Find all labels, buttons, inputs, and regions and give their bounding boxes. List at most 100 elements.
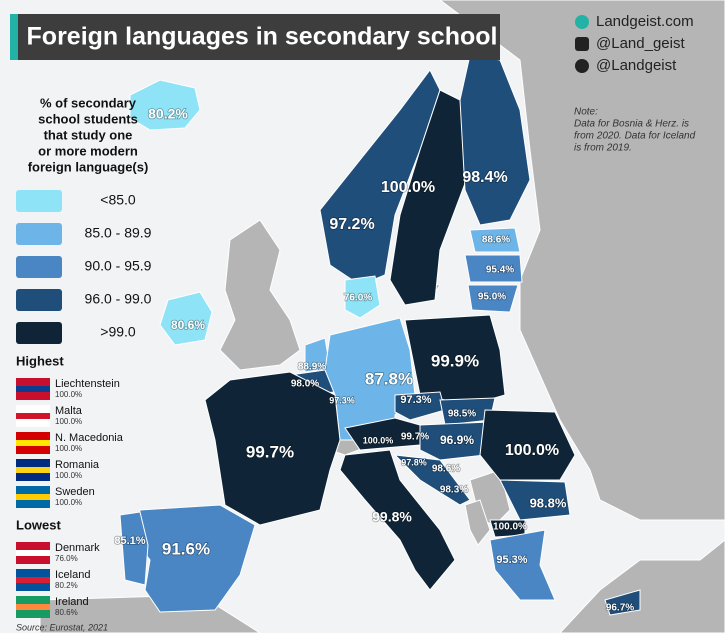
title-box xyxy=(10,14,500,60)
list-title: Lowest xyxy=(16,517,61,532)
bulgaria xyxy=(499,479,571,521)
list-value: 100.0% xyxy=(55,390,82,399)
flag-band xyxy=(16,467,50,473)
title-accent xyxy=(10,14,18,60)
estonia xyxy=(469,227,521,253)
region-value: 99.7% xyxy=(246,442,294,461)
region-value: 88.9% xyxy=(298,362,326,373)
romania xyxy=(479,409,576,481)
brand-tw: @Landgeist xyxy=(596,57,677,74)
sweden xyxy=(389,89,471,306)
denmark xyxy=(344,275,381,319)
legend-swatch xyxy=(16,223,62,245)
flag-band xyxy=(16,577,50,583)
brand-ig: @Land_geist xyxy=(596,35,685,52)
flag-band xyxy=(16,550,50,556)
region-value: 87.8% xyxy=(365,369,413,388)
finland xyxy=(459,54,531,226)
list-name: Malta xyxy=(55,405,83,417)
region-value: 85.1% xyxy=(114,535,145,547)
portugal xyxy=(119,511,149,586)
region-value: 96.9% xyxy=(440,433,474,447)
note-line: is from 2019. xyxy=(574,143,632,154)
region-value: 97.8% xyxy=(401,457,427,467)
region-value: 100.0% xyxy=(493,522,527,533)
region-value: 91.6% xyxy=(162,539,210,558)
cyprus xyxy=(604,589,641,616)
legend-label: 85.0 - 89.9 xyxy=(85,225,152,241)
flag-band xyxy=(16,494,50,500)
list-name: Sweden xyxy=(55,486,95,498)
region-value: 80.6% xyxy=(171,318,205,332)
region-value: 95.3% xyxy=(496,554,527,566)
croatia xyxy=(393,454,471,506)
region-value: 97.3% xyxy=(400,394,431,406)
region-value: 96.7% xyxy=(606,603,634,614)
list-value: 80.6% xyxy=(55,608,78,617)
title: Foreign languages in secondary school xyxy=(27,23,498,51)
legend-swatch xyxy=(16,190,62,212)
france xyxy=(204,371,341,526)
region-value: 98.4% xyxy=(462,169,507,186)
legend-label: >99.0 xyxy=(100,324,136,340)
hungary xyxy=(419,421,491,461)
region-value: 97.3% xyxy=(329,395,355,405)
lithuania xyxy=(467,284,519,313)
legend-swatch xyxy=(16,322,62,344)
list-value: 100.0% xyxy=(55,417,82,426)
region-value: 98.6% xyxy=(432,464,460,475)
region-value: 98.5% xyxy=(448,409,476,420)
flag-band xyxy=(16,604,50,610)
region-value: 98.0% xyxy=(291,379,319,390)
list-value: 100.0% xyxy=(55,444,82,453)
region-value: 100.0% xyxy=(505,442,559,459)
region-value: 99.7% xyxy=(401,432,429,443)
region-value: 98.3% xyxy=(440,485,468,496)
region-value: 99.9% xyxy=(431,351,479,370)
region-value: 98.8% xyxy=(530,495,567,510)
legend-title: % of secondary xyxy=(40,95,137,110)
legend-swatch xyxy=(16,289,62,311)
list-name: Liechtenstein xyxy=(55,378,120,390)
note-line: Data for Bosnia & Herz. is xyxy=(574,119,689,130)
italy xyxy=(339,449,456,591)
legend-label: <85.0 xyxy=(100,192,136,208)
list-name: Romania xyxy=(55,459,100,471)
region-value: 97.2% xyxy=(329,216,374,233)
countries xyxy=(119,54,641,616)
tw-icon xyxy=(575,59,589,73)
list-name: Denmark xyxy=(55,542,100,554)
legend-title: that study one xyxy=(44,127,133,142)
region-value: 95.0% xyxy=(478,292,506,303)
region-value: 99.8% xyxy=(372,509,412,525)
note-line: from 2020. Data for Iceland xyxy=(574,131,696,142)
region-value: 80.2% xyxy=(148,106,188,122)
list-name: Iceland xyxy=(55,569,90,581)
web-icon xyxy=(575,15,589,29)
region-value: 100.0% xyxy=(381,179,435,196)
legend-label: 96.0 - 99.0 xyxy=(85,291,152,307)
greece xyxy=(489,529,556,601)
flag-band xyxy=(16,386,50,392)
czechia xyxy=(394,391,446,421)
region-value: 88.6% xyxy=(482,235,510,246)
legend-title: or more modern xyxy=(38,143,138,158)
ig-icon xyxy=(575,37,589,51)
latvia xyxy=(464,254,523,283)
note-line: Note: xyxy=(574,107,598,118)
region-value: 100.0% xyxy=(363,435,394,445)
legend-label: 90.0 - 95.9 xyxy=(85,258,152,274)
spain xyxy=(134,504,256,613)
flag-band xyxy=(16,413,50,419)
brand-web: Landgeist.com xyxy=(596,13,694,30)
list-value: 80.2% xyxy=(55,581,78,590)
iceland xyxy=(129,79,201,131)
list-name: Ireland xyxy=(55,596,89,608)
legend-title: foreign language(s) xyxy=(28,159,149,174)
legend-swatch xyxy=(16,256,62,278)
ireland xyxy=(159,291,213,346)
region-value: 76.0% xyxy=(344,293,372,304)
